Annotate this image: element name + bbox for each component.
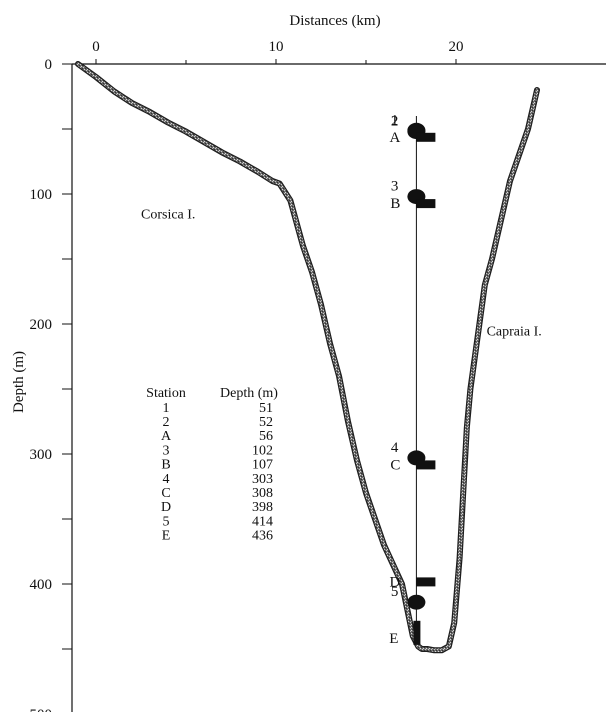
station-label: D (390, 574, 401, 590)
station-marker-b (416, 199, 436, 209)
table-cell-station: 5 (163, 514, 170, 529)
table-cell-depth: 52 (259, 415, 273, 430)
table-cell-depth: 308 (252, 486, 273, 501)
station-label: B (390, 196, 400, 212)
x-axis-title: Distances (km) (289, 13, 380, 29)
station-markers: 12A 3B 4C D5 E (389, 112, 436, 647)
table-cell-station: 1 (163, 401, 170, 416)
x-tick-label: 0 (92, 39, 100, 55)
y-tick-label: 300 (30, 447, 53, 463)
bathymetry-profile-line (75, 61, 540, 654)
table-cell-depth: 107 (252, 458, 273, 473)
table-cell-depth: 102 (252, 443, 273, 458)
station-marker-a (416, 132, 436, 142)
x-tick-label: 10 (269, 39, 284, 55)
table-cell-depth: 436 (252, 529, 273, 544)
y-tick-label: 200 (30, 317, 53, 333)
region-label: Corsica I. (141, 208, 195, 223)
table-cell-station: D (161, 500, 171, 515)
table-cell-station: A (161, 429, 172, 444)
station-marker-d (416, 577, 436, 587)
station-label: 5 (391, 584, 399, 600)
station-marker-c (416, 460, 436, 470)
region-label: Capraia I. (487, 325, 542, 340)
station-marker-e (413, 620, 421, 645)
table-cell-depth: 56 (259, 429, 273, 444)
table-cell-station: B (161, 458, 170, 473)
station-label: 3 (391, 179, 399, 195)
station-label: 2 (391, 114, 399, 130)
station-marker-5 (407, 594, 426, 610)
station-label: A (390, 130, 401, 146)
x-axis-ticks: 0 10 20 (92, 39, 464, 64)
table-cell-station: C (161, 486, 170, 501)
table-cell-depth: 303 (252, 472, 273, 487)
table-cell-depth: 414 (252, 514, 273, 529)
station-depth-table: Station Depth (m) 1 51 2 52 A 56 3 102 B 107 4 303 C 30… (146, 386, 278, 544)
y-tick-label: 0 (45, 57, 53, 73)
table-cell-depth: 51 (259, 401, 273, 416)
region-annotations: Corsica I. Capraia I. (141, 208, 542, 340)
y-tick-label: 500 (30, 707, 53, 712)
table-cell-station: E (162, 529, 171, 544)
table-cell-station: 4 (163, 472, 170, 487)
y-axis-title: Depth (m) (11, 351, 27, 413)
table-header-station: Station (146, 386, 186, 401)
station-label: 4 (391, 440, 399, 456)
station-label: 1 (391, 112, 399, 128)
table-cell-station: 2 (163, 415, 170, 430)
x-tick-label: 20 (449, 39, 464, 55)
station-label: E (389, 631, 398, 647)
station-label: C (390, 457, 400, 473)
y-tick-label: 100 (30, 187, 53, 203)
table-header-depth: Depth (m) (220, 386, 278, 401)
table-cell-station: 3 (163, 443, 170, 458)
bathymetry-profile-texture (76, 62, 539, 653)
y-tick-label: 400 (30, 577, 53, 593)
y-axis-ticks: 0 100 200 300 400 500 (30, 57, 72, 712)
table-cell-depth: 398 (252, 500, 273, 515)
